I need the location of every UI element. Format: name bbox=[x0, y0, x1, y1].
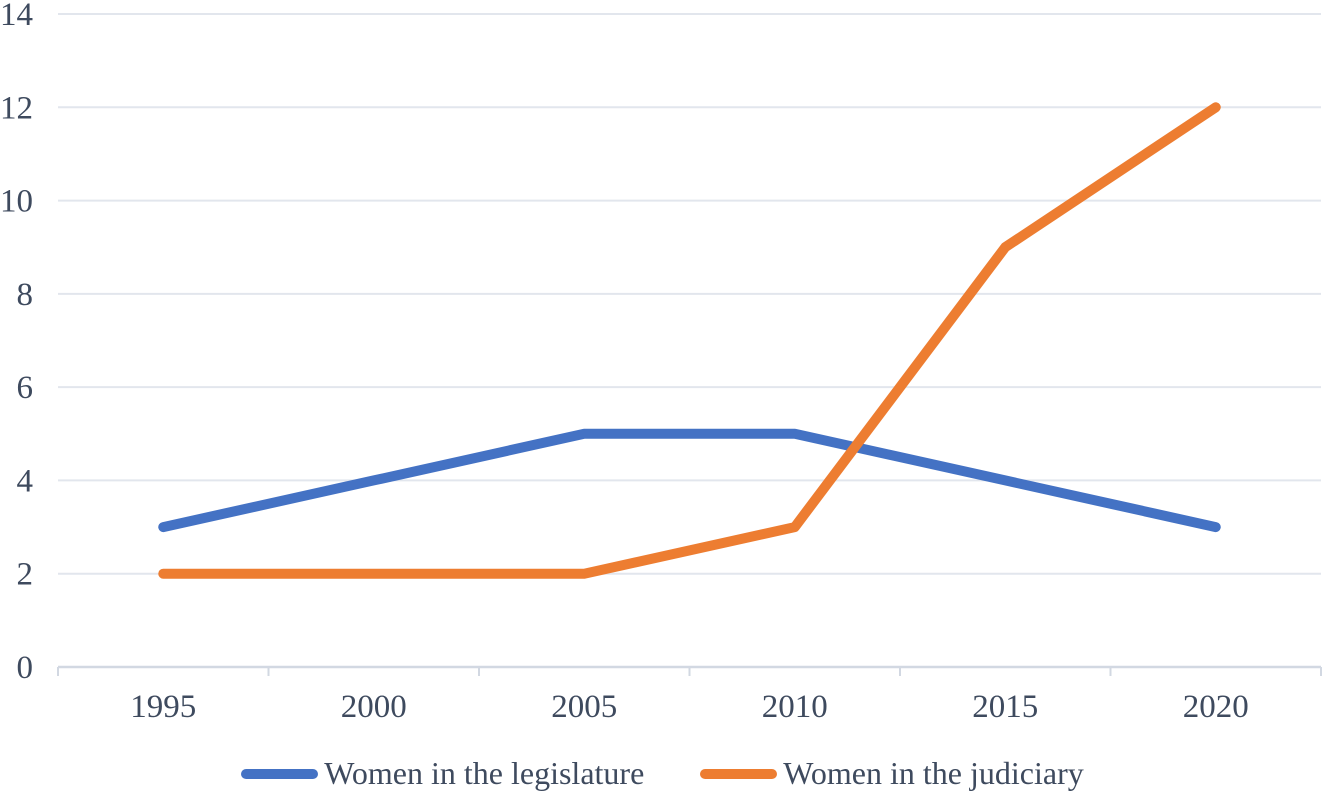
y-tick-label: 12 bbox=[0, 90, 33, 126]
series-line-1 bbox=[158, 102, 1221, 579]
x-tick-label: 2005 bbox=[551, 689, 617, 725]
legend-swatch-judiciary-line bbox=[700, 769, 778, 779]
x-tick-label: 2015 bbox=[972, 689, 1038, 725]
legend-label-judiciary: Women in the judiciary bbox=[783, 755, 1084, 792]
plot-area: 0 2 4 6 8 10 12 14 1995 2000 2005 2010 2015 2020 bbox=[0, 0, 1322, 725]
legend-item-legislature: Women in the legislature bbox=[241, 756, 644, 791]
y-tick-label: 0 bbox=[17, 650, 34, 686]
y-tick-label: 2 bbox=[17, 557, 34, 593]
x-tick-label: 2020 bbox=[1183, 689, 1249, 725]
x-tick-label: 2010 bbox=[762, 689, 828, 725]
y-tick-label: 14 bbox=[0, 0, 33, 33]
legend-swatch-legislature-line bbox=[241, 769, 319, 779]
y-tick-label: 10 bbox=[0, 184, 33, 220]
x-tick-label: 2000 bbox=[341, 689, 407, 725]
y-tick-label: 6 bbox=[17, 370, 34, 406]
legend-item-judiciary: Women in the judiciary bbox=[700, 755, 1084, 792]
legend-label-legislature: Women in the legislature bbox=[324, 755, 645, 792]
series-line-0 bbox=[158, 428, 1221, 533]
y-tick-label: 4 bbox=[17, 463, 34, 499]
x-tick-label: 1995 bbox=[130, 689, 196, 725]
legend: Women in the legislature Women in the ju… bbox=[0, 752, 1325, 795]
y-tick-label: 8 bbox=[17, 277, 34, 313]
